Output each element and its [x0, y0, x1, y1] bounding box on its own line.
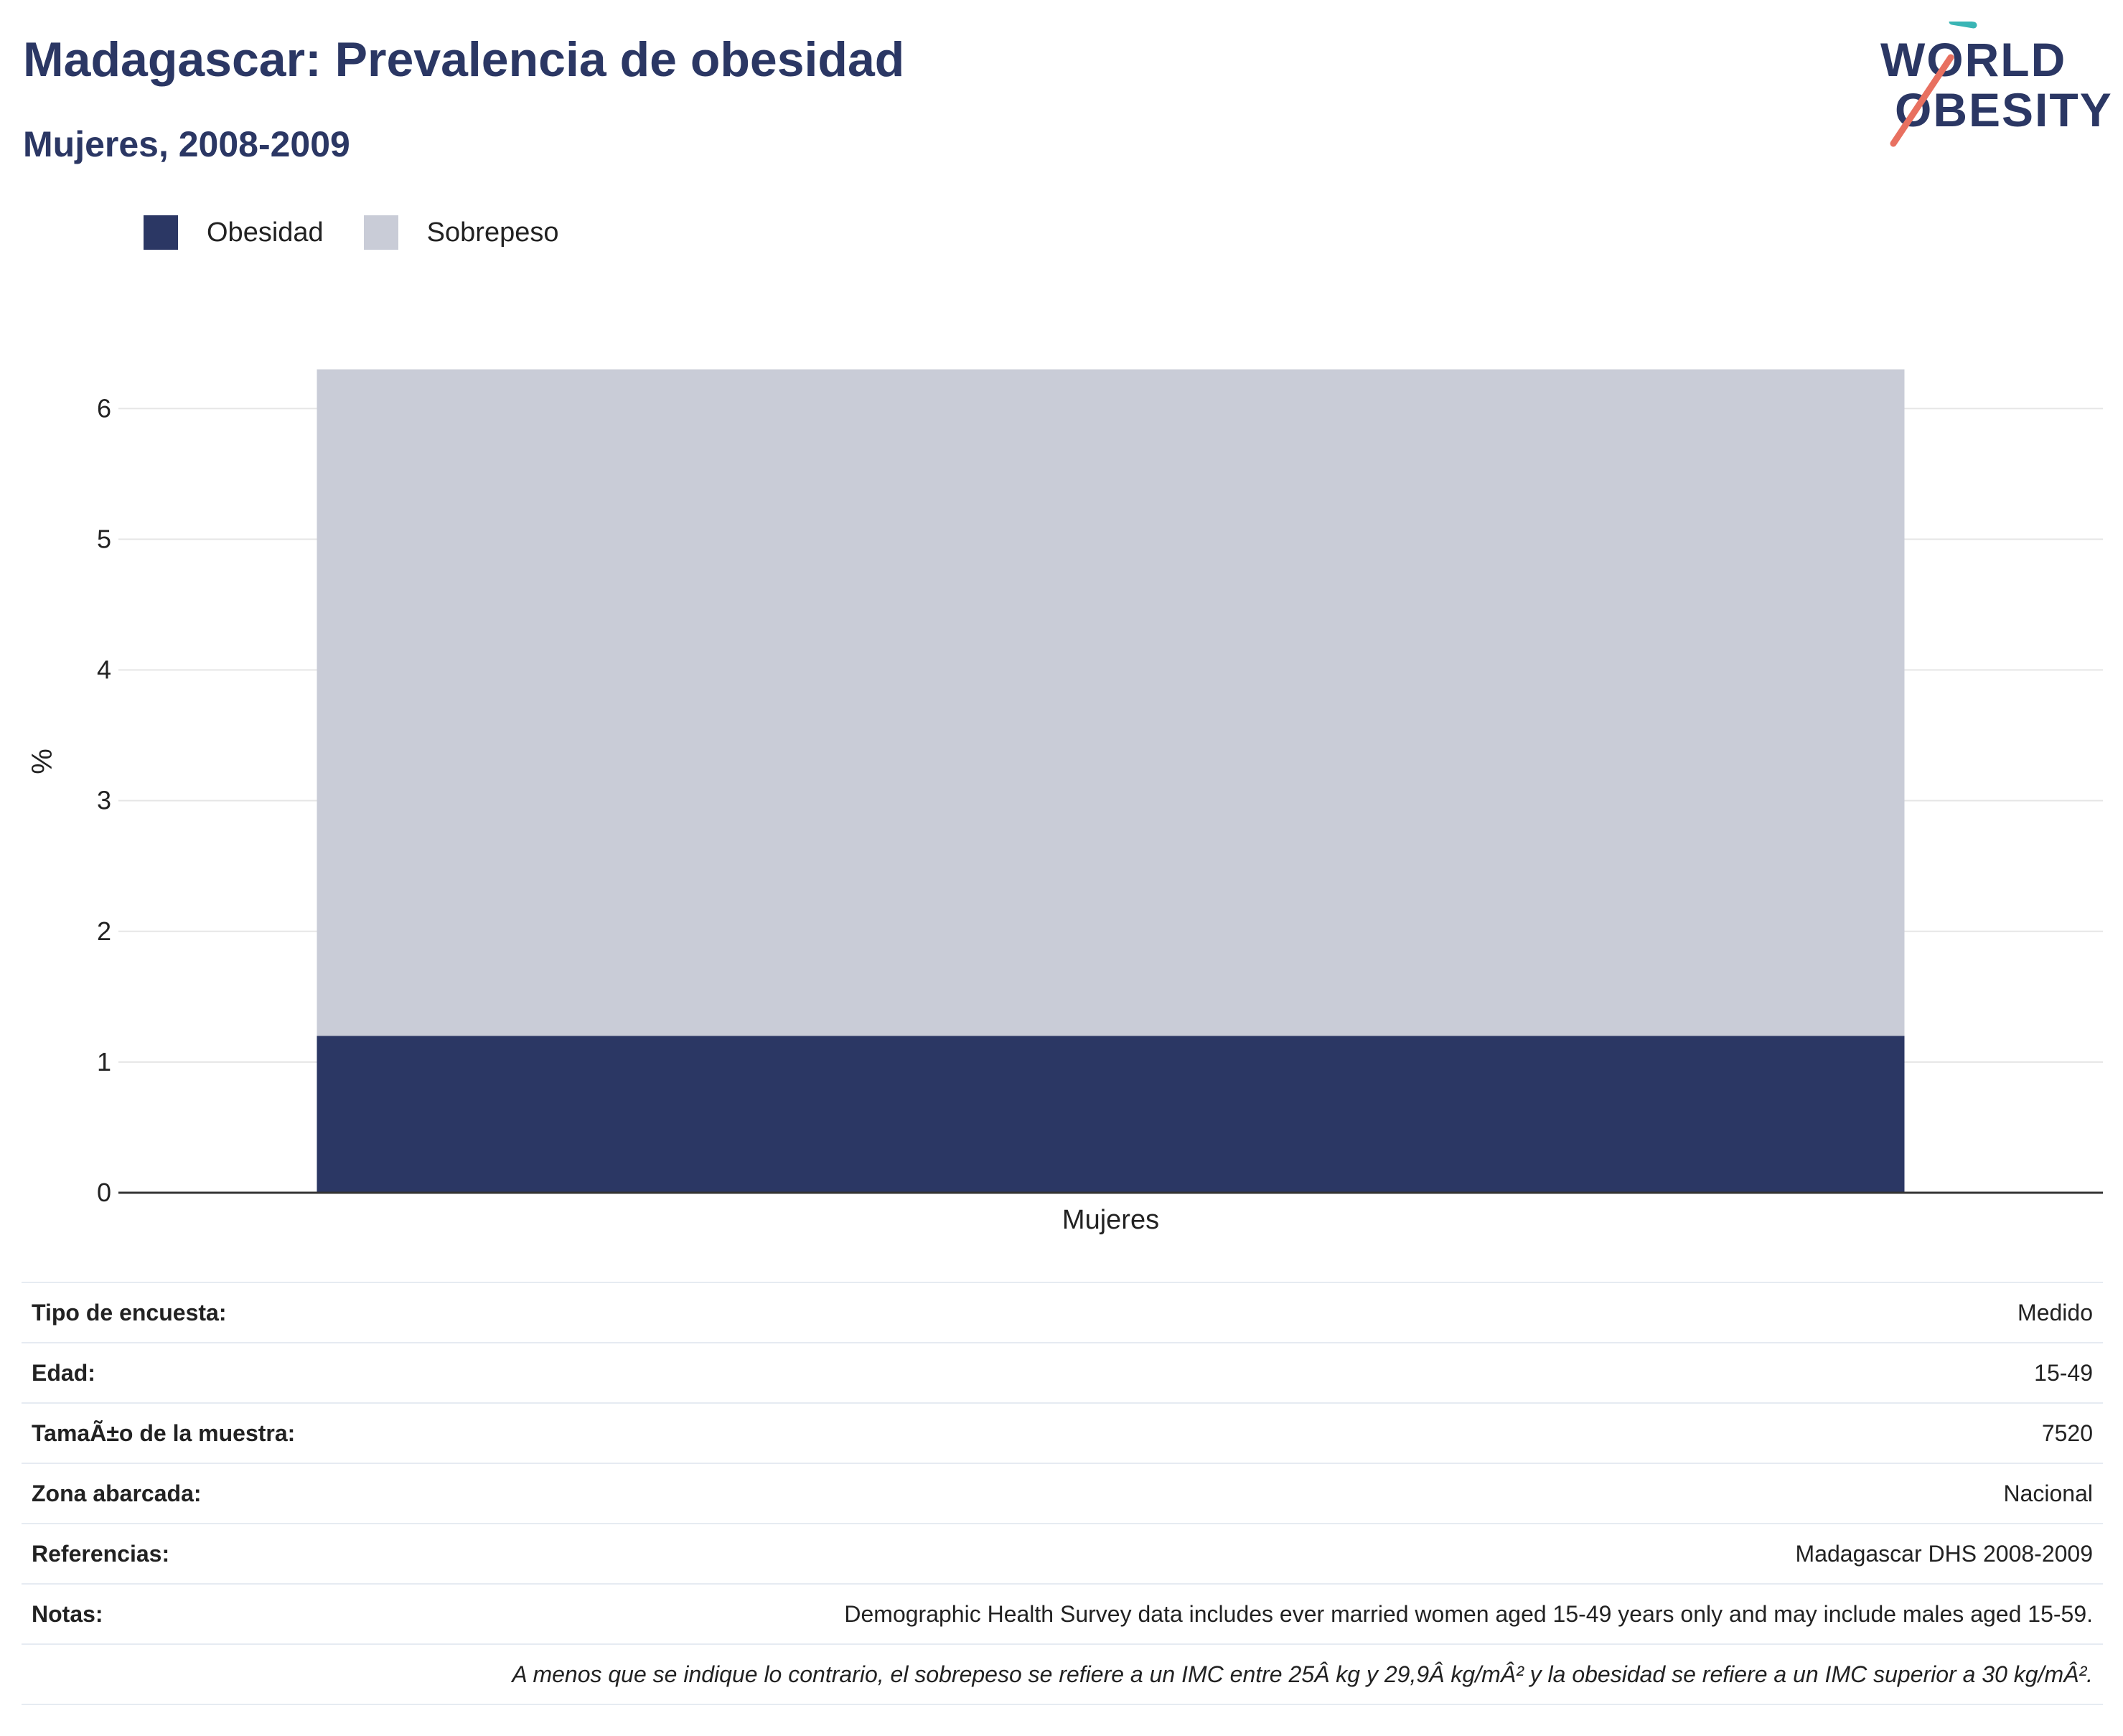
info-key: Notas:: [22, 1583, 402, 1644]
y-tick-label: 2: [97, 916, 111, 946]
logo-slash-icon: [1890, 22, 1977, 147]
y-tick-label: 4: [97, 655, 111, 685]
table-row: Tipo de encuesta: Medido: [22, 1282, 2103, 1343]
chart-title: Madagascar: Prevalencia de obesidad: [23, 32, 905, 87]
y-tick-label: 0: [97, 1178, 111, 1207]
chart-subtitle: Mujeres, 2008-2009: [23, 124, 350, 164]
table-row: Notas: Demographic Health Survey data in…: [22, 1583, 2103, 1644]
legend-label-obesidad: Obesidad: [207, 217, 324, 248]
info-value: Madagascar DHS 2008-2009: [401, 1523, 2103, 1584]
legend-swatch-sobrepeso: [363, 215, 398, 250]
table-row: Referencias: Madagascar DHS 2008-2009: [22, 1523, 2103, 1584]
legend-label-sobrepeso: Sobrepeso: [426, 217, 559, 248]
info-value: 7520: [401, 1402, 2103, 1463]
bar-sobrepeso: [317, 369, 1905, 1036]
chart-legend: Obesidad Sobrepeso: [144, 215, 599, 250]
bar-obesidad: [317, 1036, 1905, 1193]
info-value: Nacional: [401, 1463, 2103, 1524]
info-key: Tipo de encuesta:: [22, 1282, 402, 1343]
y-axis-title: %: [27, 749, 58, 774]
y-tick-label: 1: [97, 1047, 111, 1076]
info-value: 15-49: [401, 1342, 2103, 1403]
legend-item-sobrepeso[interactable]: Sobrepeso: [363, 215, 559, 250]
x-tick-label: Mujeres: [1062, 1205, 1159, 1235]
bar-chart: 0 1 2 3 4 5 6% Mujeres: [27, 369, 2103, 1235]
logo-word-1: WORLD: [1880, 33, 2067, 86]
logo-slash-teal: [1949, 22, 1977, 29]
info-value: Medido: [401, 1282, 2103, 1343]
footnote: A menos que se indique lo contrario, el …: [22, 1643, 2103, 1705]
info-key: Referencias:: [22, 1523, 402, 1584]
info-key: Edad:: [22, 1342, 402, 1403]
table-row: TamaÃ±o de la muestra: 7520: [22, 1402, 2103, 1463]
info-value: Demographic Health Survey data includes …: [401, 1583, 2103, 1644]
world-obesity-logo: WORLD OBESITY: [1866, 22, 2113, 151]
info-key: Zona abarcada:: [22, 1463, 402, 1524]
table-row: Zona abarcada: Nacional: [22, 1463, 2103, 1524]
logo-word-2: OBESITY: [1895, 83, 2113, 136]
logo-slash-coral: [1890, 54, 1954, 147]
legend-item-obesidad[interactable]: Obesidad: [144, 215, 324, 250]
survey-info-table: Tipo de encuesta: Medido Edad: 15-49 Tam…: [22, 1282, 2103, 1705]
info-key: TamaÃ±o de la muestra:: [22, 1402, 402, 1463]
y-tick-label: 6: [97, 393, 111, 423]
y-tick-label: 5: [97, 524, 111, 553]
legend-swatch-obesidad: [144, 215, 178, 250]
y-tick-label: 3: [97, 786, 111, 815]
table-row: Edad: 15-49: [22, 1342, 2103, 1403]
table-row: A menos que se indique lo contrario, el …: [22, 1643, 2103, 1705]
